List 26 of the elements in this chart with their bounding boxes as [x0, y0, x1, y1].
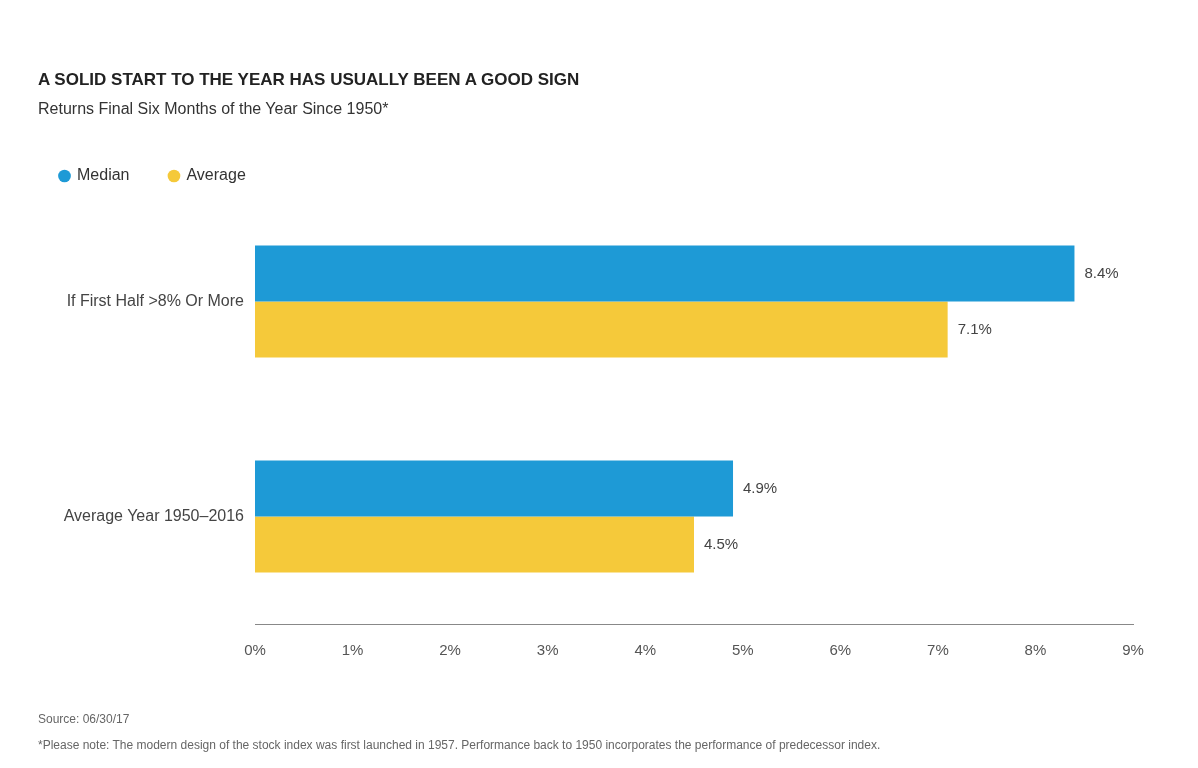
legend-label: Average: [186, 166, 246, 184]
chart-title: A SOLID START TO THE YEAR HAS USUALLY BEEN A GOOD SIGN: [38, 70, 580, 90]
bar: [255, 516, 694, 573]
bar: [255, 460, 734, 517]
text: 8.4%: [1084, 263, 1119, 281]
x-tick-label: 1%: [341, 641, 364, 659]
y-tick-label: Average Year 1950–2016: [63, 506, 245, 524]
x-tick-label: 4%: [634, 641, 657, 659]
x-tick-label: 5%: [731, 641, 754, 659]
x-tick-label: 7%: [927, 641, 949, 659]
y-tick-label: If First Half >8% Or More: [66, 291, 245, 309]
x-tick-label: 3%: [536, 641, 559, 659]
text: *Please note: The modern design of the stock index was first launched in 1957. Performance back to 1950 incorporates the performance of predecessor index.: [38, 738, 881, 752]
x-tick-label: 8%: [1024, 641, 1047, 659]
bar: [255, 301, 948, 358]
x-tick-label: 9%: [1122, 641, 1144, 659]
text: 7.1%: [957, 319, 992, 337]
x-tick-label: 2%: [439, 641, 461, 659]
bar: [255, 245, 1075, 302]
x-tick-label: 6%: [829, 641, 852, 659]
text: 4.5%: [704, 534, 739, 552]
x-tick-label: 0%: [244, 641, 266, 659]
source-note: Source: 06/30/17: [38, 712, 130, 726]
chart-subtitle: Returns Final Six Months of the Year Since 1950*: [38, 100, 389, 118]
legend-label: Median: [77, 166, 130, 184]
text: 4.9%: [743, 478, 778, 496]
